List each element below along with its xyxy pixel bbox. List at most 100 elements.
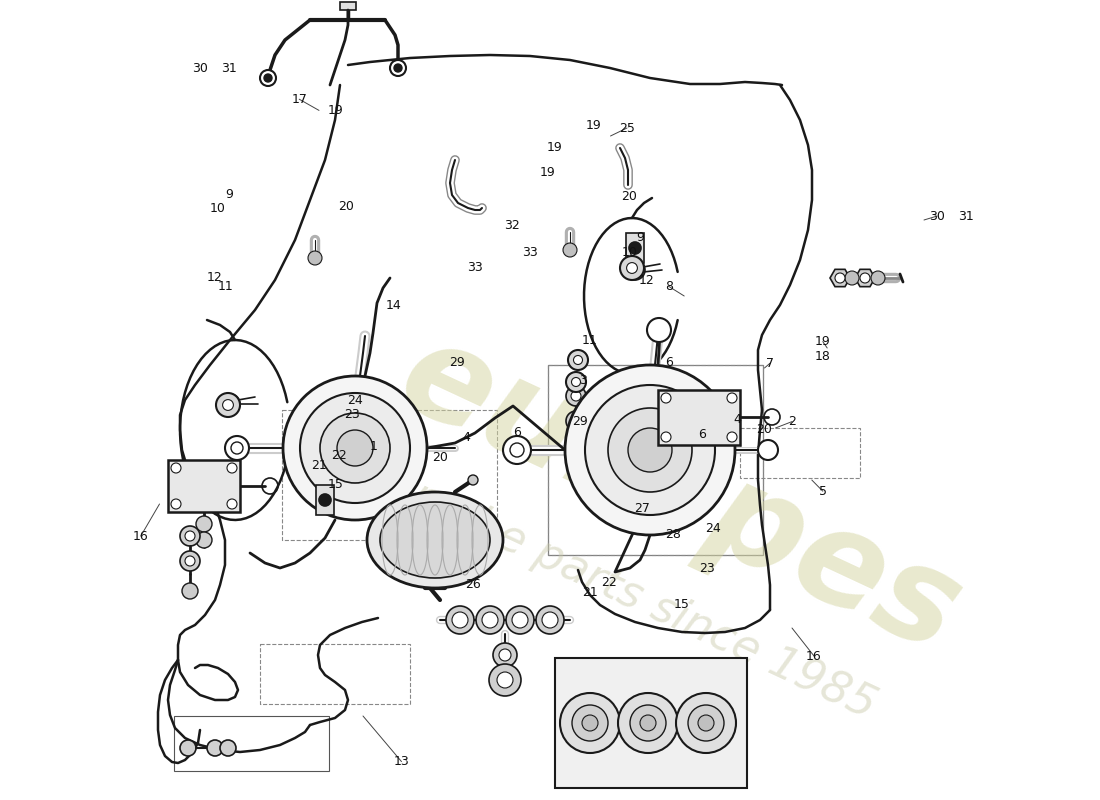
Text: 21: 21 [311, 459, 327, 472]
Text: 32: 32 [504, 219, 519, 232]
Circle shape [691, 449, 707, 465]
Text: 17: 17 [292, 93, 307, 106]
Circle shape [691, 465, 707, 481]
Circle shape [493, 643, 517, 667]
Circle shape [640, 715, 656, 731]
Text: 22: 22 [331, 450, 346, 462]
Bar [556, 658, 747, 788]
Circle shape [308, 251, 322, 265]
Text: 4: 4 [733, 413, 741, 426]
Text: 19: 19 [328, 104, 343, 117]
Circle shape [506, 606, 534, 634]
Circle shape [499, 649, 512, 661]
Circle shape [618, 693, 678, 753]
Circle shape [568, 350, 588, 370]
Text: 19: 19 [815, 335, 830, 348]
Circle shape [216, 393, 240, 417]
Circle shape [572, 705, 608, 741]
Circle shape [727, 432, 737, 442]
Circle shape [446, 606, 474, 634]
Text: 24: 24 [705, 522, 720, 534]
Circle shape [220, 740, 236, 756]
Bar [282, 410, 497, 540]
Circle shape [860, 273, 870, 283]
Circle shape [482, 612, 498, 628]
Text: 6: 6 [664, 356, 673, 369]
Circle shape [264, 74, 272, 82]
Text: 6: 6 [697, 428, 706, 441]
Text: 1: 1 [370, 440, 378, 453]
Text: 24: 24 [348, 394, 363, 406]
Bar [260, 644, 410, 704]
Circle shape [625, 260, 645, 280]
Text: 22: 22 [602, 576, 617, 589]
Circle shape [185, 531, 195, 541]
Circle shape [207, 740, 223, 756]
Circle shape [300, 393, 410, 503]
Circle shape [452, 612, 468, 628]
Circle shape [566, 411, 586, 431]
Circle shape [845, 271, 859, 285]
Polygon shape [855, 270, 875, 286]
Bar [168, 460, 240, 512]
Text: 12: 12 [207, 271, 222, 284]
Circle shape [512, 612, 528, 628]
Circle shape [835, 273, 845, 283]
Text: 30: 30 [930, 210, 945, 222]
Text: 27: 27 [635, 502, 650, 515]
Text: 9: 9 [224, 188, 233, 201]
Circle shape [536, 606, 564, 634]
Circle shape [661, 432, 671, 442]
Circle shape [503, 436, 531, 464]
Circle shape [227, 463, 236, 473]
Circle shape [565, 365, 735, 535]
Circle shape [647, 318, 671, 342]
Circle shape [490, 664, 521, 696]
Text: 15: 15 [328, 478, 343, 490]
Circle shape [630, 265, 640, 275]
Text: 14: 14 [386, 299, 402, 312]
Text: 11: 11 [582, 334, 597, 346]
Text: 20: 20 [432, 451, 448, 464]
Circle shape [628, 428, 672, 472]
Text: 7: 7 [766, 357, 774, 370]
Circle shape [566, 372, 586, 392]
Circle shape [196, 516, 212, 532]
Circle shape [582, 715, 598, 731]
Circle shape [226, 436, 249, 460]
Circle shape [629, 242, 641, 254]
Text: europes: europes [381, 310, 980, 680]
Bar [174, 716, 329, 771]
Circle shape [871, 271, 886, 285]
Text: 10: 10 [621, 246, 637, 259]
Text: 26: 26 [465, 578, 481, 590]
Text: 19: 19 [540, 166, 556, 178]
Circle shape [688, 705, 724, 741]
Circle shape [180, 551, 200, 571]
Text: 13: 13 [394, 755, 409, 768]
Circle shape [758, 440, 778, 460]
Text: 19: 19 [547, 141, 562, 154]
Text: 25: 25 [619, 122, 635, 134]
Circle shape [394, 64, 402, 72]
Text: 20: 20 [757, 423, 772, 436]
Text: 9: 9 [636, 231, 645, 244]
Text: 8: 8 [664, 280, 673, 293]
Circle shape [283, 376, 427, 520]
Circle shape [608, 408, 692, 492]
Bar [316, 485, 334, 515]
Circle shape [620, 256, 644, 280]
Bar [626, 233, 644, 263]
Circle shape [320, 413, 390, 483]
Text: 29: 29 [572, 415, 587, 428]
Circle shape [170, 499, 182, 509]
Bar [658, 390, 740, 445]
Text: 33: 33 [468, 261, 483, 274]
Circle shape [566, 386, 586, 406]
Text: 2: 2 [788, 415, 796, 428]
Text: 20: 20 [339, 200, 354, 213]
Circle shape [337, 430, 373, 466]
Circle shape [319, 494, 331, 506]
Text: 23: 23 [344, 408, 360, 421]
Bar [548, 365, 763, 555]
